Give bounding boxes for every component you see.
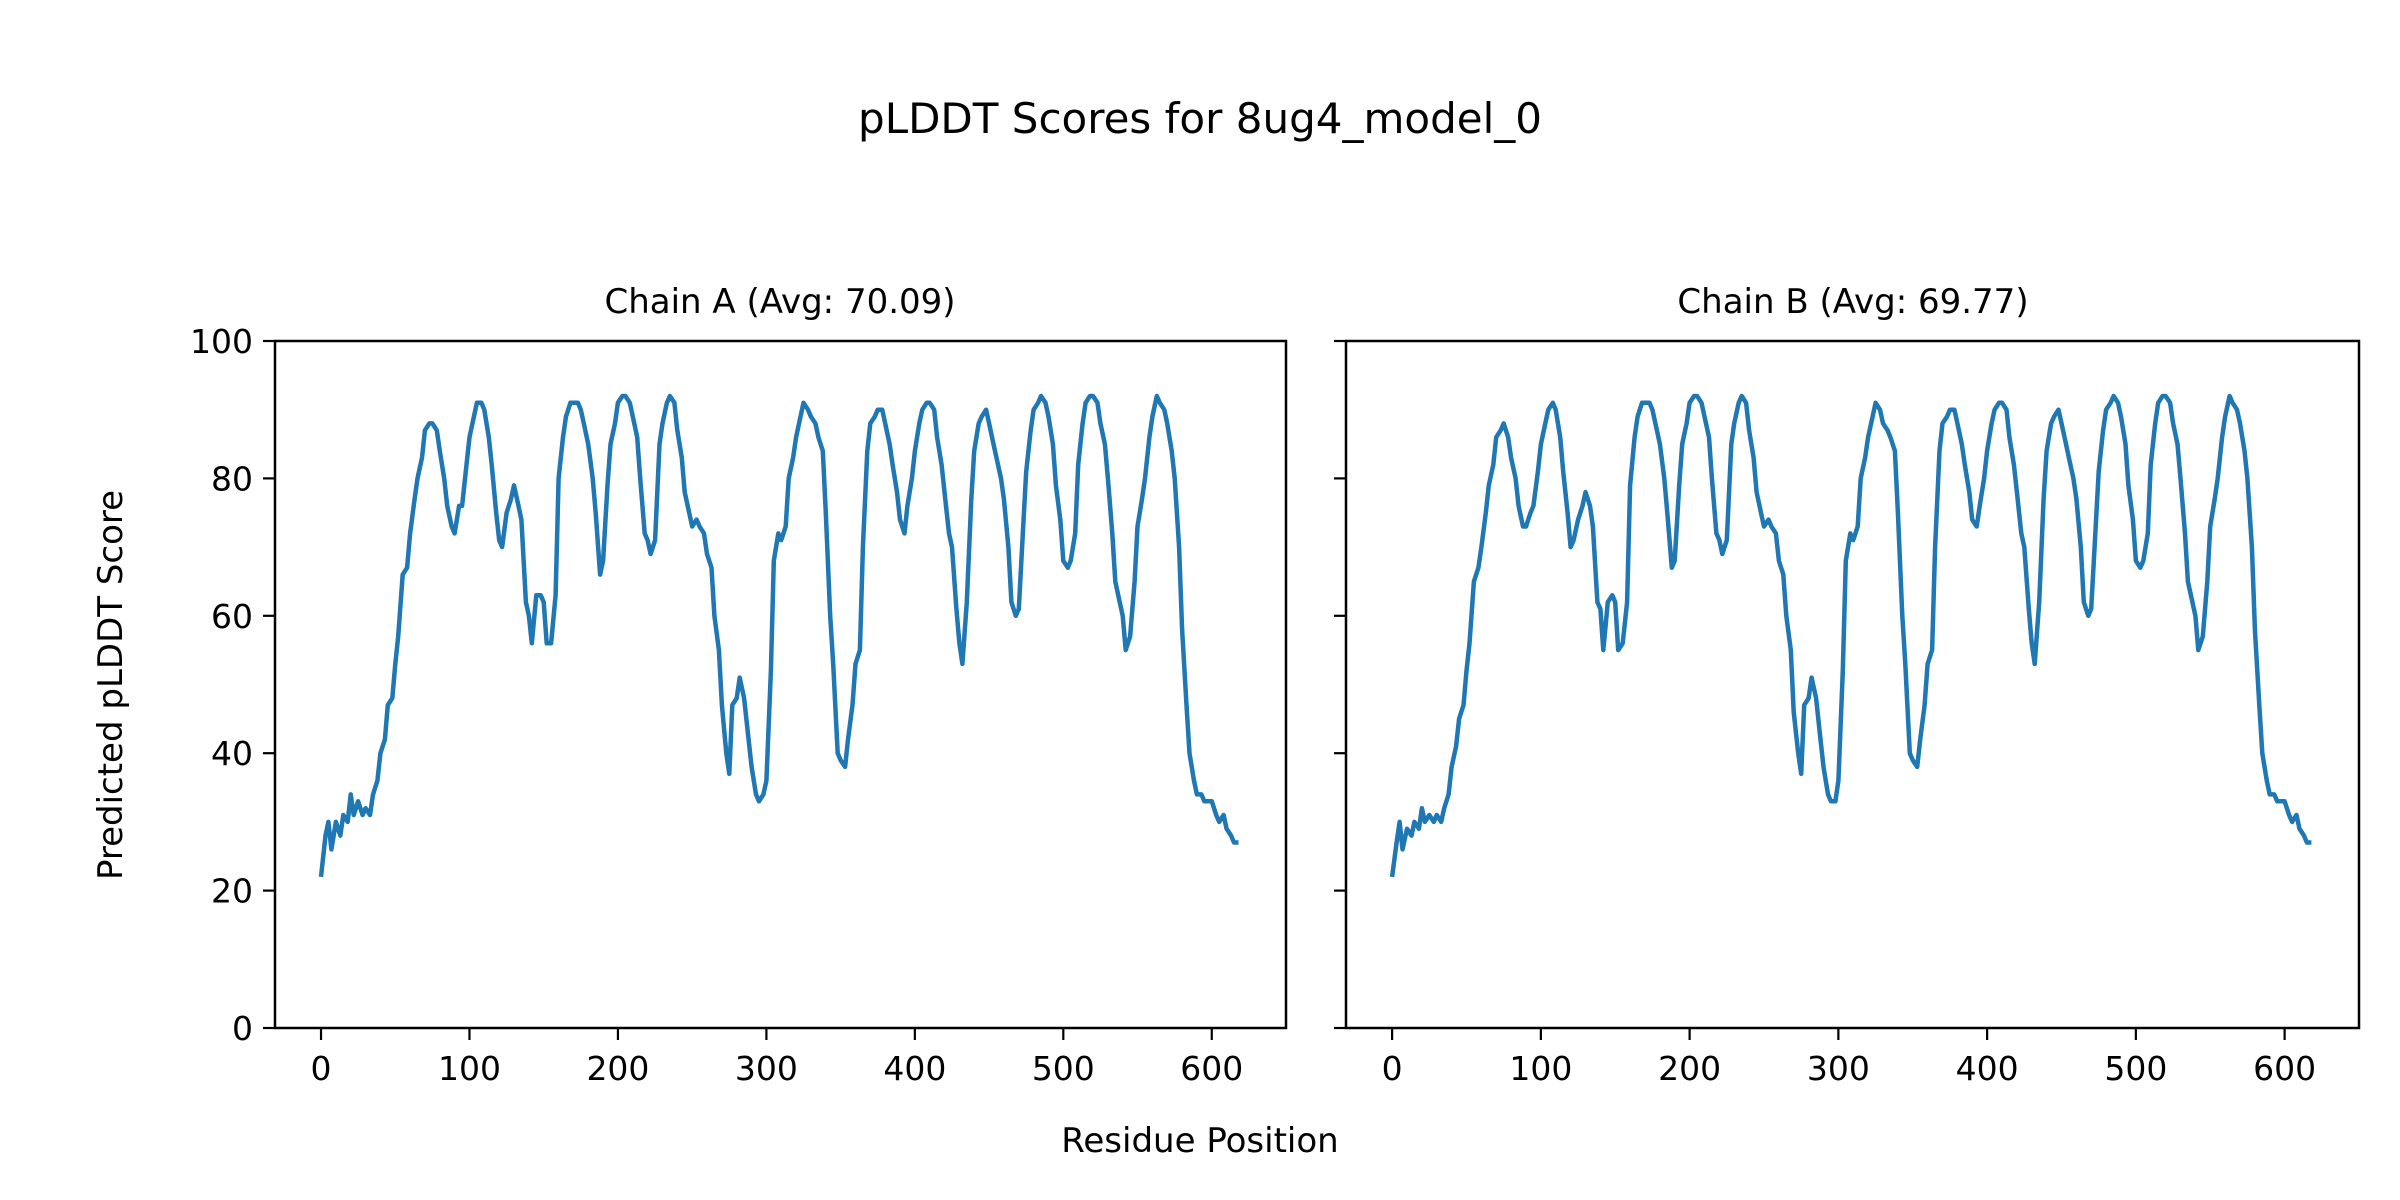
chain-b-x-tick-label: 400: [1956, 1049, 2019, 1088]
chain-a-x-tick-label: 500: [1032, 1049, 1095, 1088]
chain-a-plddt-line: [318, 393, 1239, 878]
chain-a-y-tick-label: 0: [232, 1009, 253, 1048]
chain-b-title: Chain B (Avg: 69.77): [1677, 282, 2028, 322]
chain-a-y-tick-label: 40: [211, 734, 253, 773]
chain-a-y-tick-label: 60: [211, 597, 253, 636]
chain-a-x-tick-label: 0: [311, 1049, 332, 1088]
figure-title: pLDDT Scores for 8ug4_model_0: [858, 94, 1542, 143]
chain-a-y-tick-label: 20: [211, 872, 253, 911]
chain-b-plddt-line: [1389, 393, 2312, 878]
chain-a-title: Chain A (Avg: 70.09): [604, 282, 955, 322]
chain-b-axes-frame: [1344, 339, 2361, 1030]
chain-a-x-tick-label: 200: [586, 1049, 649, 1088]
chain-b-x-tick-label: 200: [1658, 1049, 1721, 1088]
chain-a-axes-frame: [273, 339, 1288, 1030]
chain-b-x-tick-label: 100: [1509, 1049, 1572, 1088]
chain-a-x-tick-label: 400: [883, 1049, 946, 1088]
chain-a-panel: Chain A (Avg: 70.09) 0 100 200 300 400 500 600…: [190, 282, 1288, 1088]
chain-b-x-tick-label: 500: [2104, 1049, 2167, 1088]
x-axis-label: Residue Position: [1061, 1121, 1338, 1161]
chain-a-x-tick-label: 100: [438, 1049, 501, 1088]
chain-b-x-tick-label: 600: [2253, 1049, 2316, 1088]
chain-a-y-tick-label: 100: [190, 322, 253, 361]
chain-b-x-tick-label: 0: [1382, 1049, 1403, 1088]
y-axis-label: Predicted pLDDT Score: [91, 490, 131, 880]
chain-a-x-tick-label: 600: [1180, 1049, 1243, 1088]
chain-a-x-tick-label: 300: [735, 1049, 798, 1088]
chain-b-x-tick-label: 300: [1807, 1049, 1870, 1088]
chain-b-panel: Chain B (Avg: 69.77) 0 100 200 300 400 500 600: [1334, 282, 2361, 1088]
chain-a-y-tick-label: 80: [211, 459, 253, 498]
